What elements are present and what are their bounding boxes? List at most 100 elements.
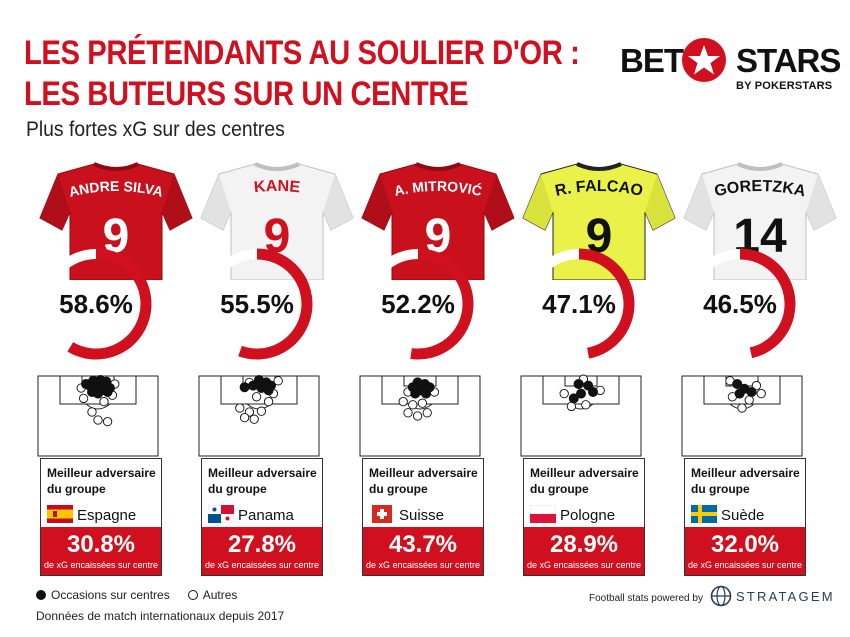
shot-map bbox=[520, 374, 642, 457]
jersey-collar bbox=[254, 162, 300, 171]
legend-empty-dot bbox=[187, 589, 198, 600]
opponent-box: Meilleur adversaire du groupe Suède 32.0% d… bbox=[684, 458, 806, 576]
poland-flag-icon bbox=[530, 505, 556, 523]
shot-map bbox=[681, 375, 803, 457]
shot-other bbox=[249, 414, 259, 424]
penalty-arc bbox=[85, 403, 111, 410]
shot-other bbox=[559, 388, 569, 399]
opponent-box-title: Meilleur adversaire du groupe bbox=[208, 466, 317, 496]
logo-by-text: BY POKERSTARS bbox=[736, 80, 833, 92]
flag-star bbox=[225, 516, 230, 521]
jersey-left-sleeve bbox=[40, 174, 70, 230]
shot-other bbox=[417, 398, 428, 408]
opponent-xg-caption: de xG encaissées sur centre bbox=[43, 560, 159, 570]
opponent-panel: Meilleur adversaire du groupe Suède 32.0% d… bbox=[680, 458, 840, 580]
xg-value-label: 55.5% bbox=[220, 289, 294, 319]
shot-other bbox=[408, 400, 418, 410]
opponent-panel: Meilleur adversaire du groupe Espagne 30.8… bbox=[36, 458, 196, 580]
opponent-box-title: Meilleur adversaire du groupe bbox=[530, 466, 639, 496]
shot-other bbox=[566, 401, 577, 412]
shot-map bbox=[359, 375, 481, 457]
xg-ring-arc bbox=[578, 248, 635, 359]
sweden-flag-icon bbox=[691, 505, 717, 523]
shot-cross bbox=[263, 385, 274, 396]
flag-star bbox=[212, 507, 217, 512]
flag-stripe bbox=[530, 505, 556, 515]
legend-filled-dot bbox=[36, 589, 46, 600]
jersey-collar bbox=[737, 162, 783, 171]
opponent-box-title: Meilleur adversaire du groupe bbox=[47, 466, 156, 496]
opponent-country: Suisse bbox=[399, 507, 445, 524]
source-note: Données de match internationaux depuis 2… bbox=[36, 609, 285, 623]
shot-other bbox=[102, 416, 113, 427]
opponent-value-band: 27.8% de xG encaissées sur centre bbox=[202, 527, 322, 575]
logo-stars-text: STARS bbox=[736, 42, 841, 79]
flag-stripe bbox=[530, 514, 556, 523]
page-title-line1: LES PRÉTENDANTS AU SOULIER D'OR : bbox=[24, 34, 580, 72]
jersey-right-sleeve bbox=[645, 174, 675, 230]
opponent-xg-value: 27.8% bbox=[227, 531, 297, 558]
opponent-box: Meilleur adversaire du groupe Suisse 43.7%… bbox=[362, 458, 484, 576]
shot-other bbox=[78, 393, 89, 404]
player-column: R. FALCAO 9 47.1% Meilleur adversaire du gr… bbox=[519, 160, 679, 580]
jersey-collar bbox=[415, 162, 461, 171]
jersey-name-label: R. FALCAO bbox=[554, 178, 645, 200]
shot-other bbox=[256, 406, 267, 416]
shot-other bbox=[744, 395, 754, 405]
opponent-xg-caption: de xG encaissées sur centre bbox=[687, 560, 803, 570]
xg-ring-arc bbox=[238, 248, 313, 360]
shot-other bbox=[422, 408, 432, 418]
shot-cross bbox=[588, 386, 599, 397]
jersey-name-label: GORETZKA bbox=[713, 178, 808, 201]
xg-ring-chart: 58.6% bbox=[41, 248, 152, 360]
jersey-right-sleeve bbox=[323, 174, 353, 230]
opponent-box: Meilleur adversaire du groupe Pologne 28.9… bbox=[523, 458, 645, 576]
xg-ring-chart: 55.5% bbox=[202, 248, 313, 360]
opponent-panel: Meilleur adversaire du groupe Suisse 43.7%… bbox=[358, 458, 518, 580]
shot-other bbox=[398, 396, 408, 407]
opponent-box: Meilleur adversaire du groupe Espagne 30.8… bbox=[40, 458, 162, 576]
logo-bet-text: BET bbox=[620, 42, 684, 79]
player-column: KANE 9 55.5% Meilleur adversaire du groupe P… bbox=[197, 160, 357, 580]
player-column: ANDRE SILVA 9 58.6% Meilleur adversaire du … bbox=[36, 160, 196, 580]
flag-cross bbox=[377, 512, 387, 516]
shot-other bbox=[99, 396, 109, 407]
xg-ring-chart: 52.2% bbox=[363, 248, 474, 360]
jersey-name-label: A. MITROVIĆ bbox=[393, 178, 484, 199]
opponent-country: Espagne bbox=[77, 507, 137, 524]
opponent-country: Pologne bbox=[560, 507, 616, 524]
player-column: GORETZKA 14 46.5% Meilleur adversaire du gr… bbox=[680, 160, 840, 580]
flag-stripe bbox=[47, 509, 73, 519]
opponent-country: Panama bbox=[238, 507, 294, 524]
jersey-left-sleeve bbox=[201, 174, 231, 230]
flag-emblem bbox=[53, 511, 57, 517]
opponent-xg-value: 28.9% bbox=[549, 531, 619, 558]
betstars-logo: BET STARS BY POKERSTARS bbox=[620, 38, 841, 107]
legend: Occasions sur centres Autres bbox=[36, 587, 237, 602]
jersey-right-sleeve bbox=[162, 174, 192, 230]
flag-quarter bbox=[221, 505, 234, 514]
shot-other bbox=[403, 408, 413, 418]
opponent-xg-value: 32.0% bbox=[710, 531, 780, 558]
spain-flag-icon bbox=[47, 505, 73, 523]
flag-quarter bbox=[208, 514, 221, 523]
jersey-right-sleeve bbox=[806, 174, 836, 230]
shot-other bbox=[756, 388, 766, 399]
shot-other bbox=[412, 411, 423, 421]
shot-cross bbox=[410, 388, 421, 399]
shot-other bbox=[235, 403, 245, 413]
shot-cross bbox=[81, 379, 92, 389]
opponent-box-title: Meilleur adversaire du groupe bbox=[369, 466, 478, 496]
shot-other bbox=[239, 412, 250, 423]
powered-by-text: Football stats powered by bbox=[589, 593, 703, 604]
shot-cross bbox=[746, 386, 757, 397]
shot-map bbox=[198, 375, 320, 457]
shot-cross bbox=[568, 393, 579, 404]
opponent-xg-caption: de xG encaissées sur centre bbox=[526, 560, 642, 570]
shot-cross bbox=[421, 388, 432, 399]
opponent-xg-caption: de xG encaissées sur centre bbox=[365, 560, 481, 570]
page-subtitle: Plus fortes xG sur des centres bbox=[26, 118, 285, 141]
shot-other bbox=[263, 396, 274, 407]
switzerland-flag-icon bbox=[372, 505, 392, 523]
